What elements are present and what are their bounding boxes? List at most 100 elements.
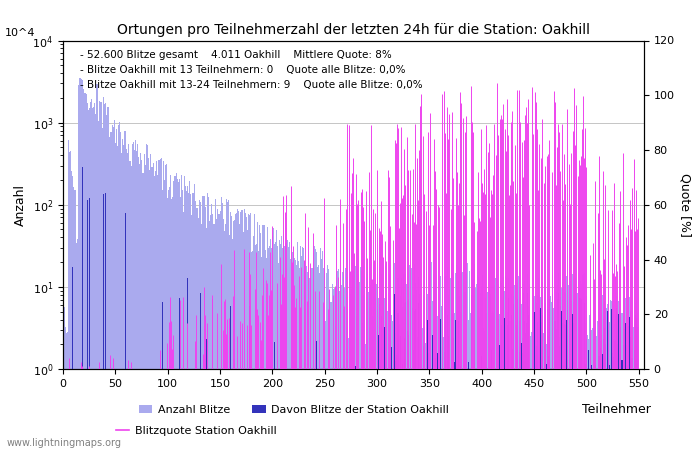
Bar [512,304,514,450]
Bar [567,310,568,450]
Bar [446,276,447,450]
Bar [234,220,235,450]
Bar [405,302,406,450]
Bar [142,173,143,450]
Bar [320,248,321,450]
Bar [174,176,176,450]
Bar [426,333,427,450]
Bar [304,261,305,450]
Bar [116,129,117,450]
Bar [624,323,626,450]
Bar [227,202,228,450]
Bar [404,338,405,450]
Bar [612,300,613,450]
Bar [163,161,164,450]
Bar [386,264,387,450]
Bar [298,261,299,450]
Bar [108,137,110,450]
Bar [631,358,632,450]
Bar [536,346,537,450]
Bar [344,288,345,450]
Bar [522,338,523,450]
Bar [558,293,559,450]
Bar [98,122,99,450]
Bar [480,293,481,450]
Bar [526,323,527,450]
Bar [610,300,611,450]
Bar [150,154,151,450]
Bar [449,289,450,450]
Bar [565,324,566,450]
Bar [70,151,71,450]
Bar [202,196,203,450]
Bar [435,358,436,450]
Bar [166,164,167,450]
Bar [564,324,565,450]
Bar [146,144,147,450]
Bar [318,265,319,450]
Bar [406,284,407,450]
Bar [363,295,364,450]
Bar [223,219,224,450]
Bar [385,266,386,450]
Bar [561,288,562,450]
Bar [405,274,406,450]
Bar [88,109,89,450]
Bar [523,284,524,450]
Bar [188,193,189,450]
Bar [609,364,610,450]
Bar [143,173,144,450]
Bar [603,328,605,450]
Bar [599,341,601,450]
Bar [561,310,562,450]
Bar [633,327,634,450]
Bar [599,348,601,450]
Bar [567,300,568,450]
Bar [479,317,480,450]
Bar [290,240,292,450]
Bar [277,246,278,450]
Bar [552,274,554,450]
Bar [458,321,459,450]
Bar [414,264,415,450]
Bar [267,248,269,450]
Bar [207,193,208,450]
Bar [124,131,125,450]
Bar [395,361,396,450]
Bar [523,292,524,450]
Bar [242,232,244,450]
Bar [395,333,396,450]
Bar [421,328,423,450]
Bar [235,214,237,450]
Bar [411,268,412,450]
Bar [187,186,188,450]
Bar [106,115,108,450]
Bar [96,84,97,450]
Bar [498,319,499,450]
Bar [636,300,637,450]
Bar [181,176,182,450]
Bar [431,262,432,450]
Bar [497,279,498,450]
Bar [423,295,424,450]
Bar [354,266,356,450]
Bar [280,244,281,450]
Bar [139,164,140,450]
Bar [433,274,434,450]
Bar [394,294,395,450]
Bar [368,292,369,450]
Bar [605,311,606,450]
Bar [528,315,529,450]
Bar [448,336,449,450]
Bar [415,283,416,450]
Bar [72,266,73,450]
Bar [620,328,622,450]
Bar [138,158,139,450]
Bar [341,285,342,450]
Bar [293,261,294,450]
Bar [607,305,608,450]
Bar [526,287,527,450]
Bar [518,276,519,450]
Bar [122,140,123,450]
Bar [362,323,363,450]
